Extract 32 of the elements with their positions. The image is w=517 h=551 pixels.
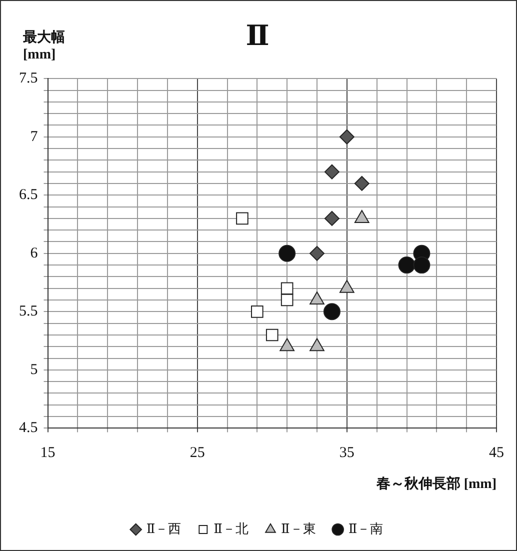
y-tick-label: 7.5 [19, 70, 38, 87]
legend-label: Ⅱ－南 [348, 520, 384, 536]
point [280, 294, 294, 306]
point [236, 212, 248, 225]
x-tick-label: 15 [40, 445, 56, 462]
x-tick-label: 35 [339, 445, 354, 462]
point [323, 303, 340, 320]
legend-label: Ⅱ－北 [214, 520, 249, 536]
point [354, 176, 370, 191]
legend-label: Ⅱ－東 [281, 520, 316, 536]
y-tick-label: 6 [30, 245, 38, 262]
chart-title: Ⅱ [246, 21, 270, 52]
x-tick-label: 25 [190, 445, 205, 462]
point [280, 282, 294, 295]
point [339, 129, 354, 144]
y-axis-title: 最大幅 [mm] [22, 30, 65, 63]
legend-label: Ⅱ－西 [146, 520, 182, 536]
point [413, 256, 430, 274]
point [324, 164, 340, 180]
point [324, 210, 340, 226]
y-tick-label: 5.5 [19, 304, 38, 320]
point [278, 244, 296, 262]
y-tick-label: 6.5 [19, 187, 38, 204]
y-tick-label: 4.5 [19, 420, 38, 436]
y-tick-label: 5 [30, 362, 38, 378]
x-axis-title: 春～秋伸長部 [mm] [375, 475, 496, 492]
point [310, 246, 324, 261]
x-tick-label: 45 [489, 445, 504, 462]
point [266, 328, 278, 342]
y-tick-label: 7 [30, 128, 38, 145]
point [251, 306, 264, 318]
point [398, 256, 416, 274]
